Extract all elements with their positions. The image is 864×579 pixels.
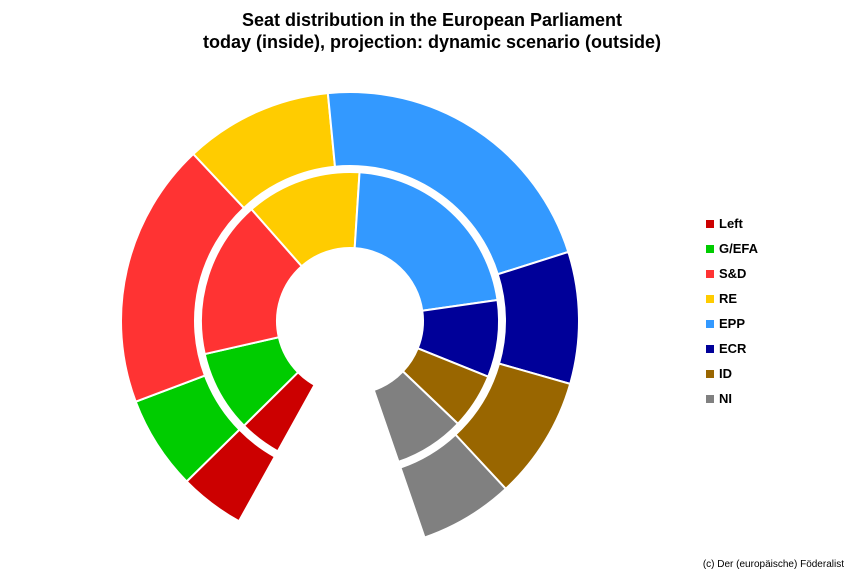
legend-item: NI — [706, 386, 758, 411]
inner-slice-ni — [372, 369, 460, 464]
outer-slice-ni — [399, 433, 508, 539]
legend-item: ECR — [706, 336, 758, 361]
legend-item: S&D — [706, 261, 758, 286]
title-line: Seat distribution in the European Parlia… — [241, 10, 623, 30]
inner-ring — [200, 171, 500, 464]
legend-swatch — [706, 369, 714, 378]
subtitle-line: today (inside), projection: dynamic scen… — [202, 32, 662, 52]
outer-ring — [120, 91, 580, 539]
legend-swatch — [706, 219, 714, 228]
legend-item: G/EFA — [706, 236, 758, 261]
legend-label: Left — [719, 216, 743, 231]
inner-slice-epp — [353, 171, 499, 312]
credit-text: (c) Der (europäische) Föderalist — [702, 559, 844, 570]
inner-slice-s-d — [200, 207, 304, 356]
legend: Left G/EFA S&D RE EPP ECR ID NI — [706, 211, 758, 411]
legend-swatch — [706, 394, 714, 403]
legend-swatch — [706, 244, 714, 253]
legend-label: S&D — [719, 266, 747, 281]
legend-item: EPP — [706, 311, 758, 336]
legend-label: G/EFA — [719, 241, 759, 256]
legend-label: ECR — [719, 341, 747, 356]
legend-label: NI — [719, 391, 732, 406]
outer-slice-ecr — [496, 250, 580, 386]
legend-swatch — [706, 269, 714, 278]
legend-label: ID — [719, 366, 732, 381]
legend-item: ID — [706, 361, 758, 386]
legend-label: EPP — [719, 316, 746, 331]
legend-item: RE — [706, 286, 758, 311]
chart-title: Seat distribution in the European Parlia… — [0, 9, 864, 53]
legend-label: RE — [719, 291, 738, 306]
legend-item: Left — [706, 211, 758, 236]
legend-swatch — [706, 319, 714, 328]
legend-swatch — [706, 294, 714, 303]
legend-swatch — [706, 344, 714, 353]
